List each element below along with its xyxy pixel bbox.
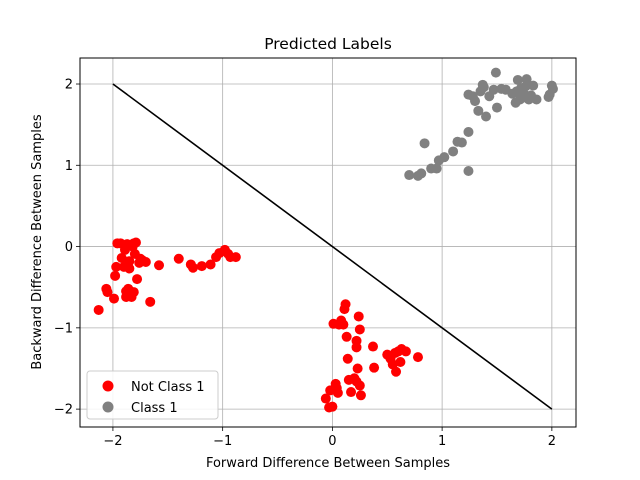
data-point [355, 390, 366, 401]
data-point [354, 324, 365, 335]
axis-ticks: −2 −1 0 1 2 −2 −1 0 1 2 [54, 78, 556, 449]
data-point [342, 353, 353, 364]
series-not-class-1 [93, 237, 423, 413]
data-point [473, 105, 484, 116]
data-point [547, 83, 558, 94]
legend-box [86, 370, 219, 420]
data-point [416, 168, 427, 179]
data-point [478, 82, 489, 93]
data-point [490, 67, 501, 78]
data-point [320, 393, 331, 404]
series-class-1 [404, 67, 558, 181]
data-point [412, 352, 423, 363]
data-point [354, 380, 365, 391]
data-point [93, 304, 104, 315]
data-point [463, 165, 474, 176]
data-point [154, 260, 165, 271]
data-point [400, 346, 411, 357]
data-point [128, 287, 139, 298]
data-point [109, 293, 120, 304]
y-tick-label: 0 [65, 240, 73, 255]
data-points [93, 67, 558, 413]
data-point [352, 363, 363, 374]
y-tick-label: 2 [65, 78, 73, 93]
x-tick-label: 2 [548, 434, 556, 449]
data-point [341, 331, 352, 342]
x-tick-label: −2 [103, 434, 122, 449]
y-tick-label: −2 [54, 403, 73, 418]
data-point [230, 252, 241, 263]
data-point [404, 170, 415, 181]
data-point [528, 80, 539, 91]
chart-title: Predicted Labels [264, 35, 392, 53]
data-point [481, 111, 492, 122]
data-point [470, 96, 481, 107]
legend-label-not-class-1: Not Class 1 [131, 380, 205, 395]
data-point [196, 261, 207, 272]
data-point [111, 261, 122, 272]
data-point [463, 126, 474, 137]
data-point [102, 287, 113, 298]
data-point [520, 81, 531, 92]
data-point [431, 163, 442, 174]
y-tick-label: −1 [54, 321, 73, 336]
data-point [419, 138, 430, 149]
data-point [346, 387, 357, 398]
data-point [439, 152, 450, 163]
data-point [205, 259, 216, 270]
legend: Not Class 1 Class 1 [86, 370, 219, 420]
data-point [338, 319, 349, 330]
legend-label-class-1: Class 1 [131, 401, 178, 416]
data-point [491, 102, 502, 113]
data-point [132, 274, 143, 285]
data-point [124, 263, 135, 274]
data-point [124, 256, 135, 267]
data-point [130, 237, 141, 248]
axes-frame [79, 57, 577, 428]
data-point [391, 366, 402, 377]
boundary-line [112, 83, 553, 410]
legend-marker-class-1 [102, 401, 114, 413]
x-tick-label: 1 [438, 434, 446, 449]
legend-marker-not-class-1 [102, 380, 114, 392]
x-tick-label: 0 [328, 434, 336, 449]
decision-boundary [112, 83, 553, 410]
data-point [351, 335, 362, 346]
y-axis-label: Backward Difference Between Samples [30, 114, 45, 370]
data-point [327, 401, 338, 412]
data-point [512, 74, 523, 85]
x-tick-label: −1 [213, 434, 232, 449]
data-point [116, 252, 127, 263]
data-point [110, 270, 121, 281]
data-point [369, 362, 380, 373]
data-point [340, 299, 351, 310]
data-point [531, 94, 542, 105]
y-tick-label: 1 [65, 159, 73, 174]
data-point [145, 296, 156, 307]
data-point [353, 311, 364, 322]
x-axis-label: Forward Difference Between Samples [206, 456, 450, 471]
data-point [448, 146, 459, 157]
data-point [188, 262, 199, 273]
data-point [395, 356, 406, 367]
data-point [332, 387, 343, 398]
data-point [456, 137, 467, 148]
data-point [521, 74, 532, 85]
data-point [488, 84, 499, 95]
data-point [367, 341, 378, 352]
data-point [140, 257, 151, 268]
data-point [173, 253, 184, 264]
